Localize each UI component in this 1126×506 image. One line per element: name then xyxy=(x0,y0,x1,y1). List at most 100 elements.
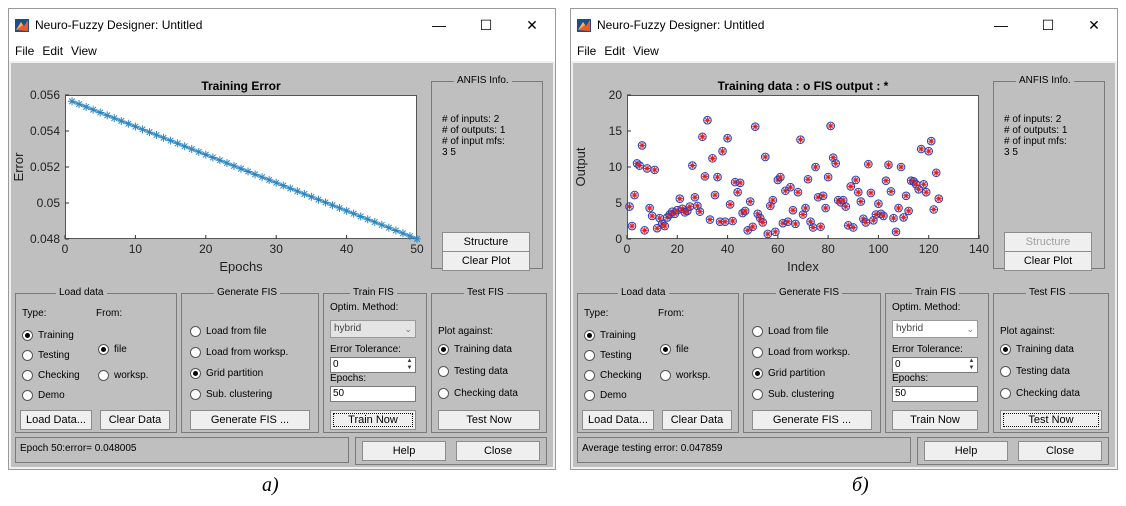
epochs-field[interactable]: 50 xyxy=(892,386,978,402)
maximize-button[interactable]: ☐ xyxy=(479,17,493,33)
structure-button[interactable]: Structure xyxy=(442,232,530,252)
radio-load-from-file[interactable]: Load from file xyxy=(752,326,829,338)
menu-edit[interactable]: Edit xyxy=(42,44,64,58)
training-data-point xyxy=(823,172,833,182)
radio-checking[interactable]: Checking xyxy=(584,370,642,382)
radio-label: Load from worksp. xyxy=(206,347,289,358)
optim-method-select[interactable]: hybrid ⌄ xyxy=(330,320,416,338)
train-fis-panel: Train FIS Optim. Method: hybrid ⌄ Error T… xyxy=(885,287,989,433)
fis-output-point xyxy=(749,223,756,230)
train-now-button[interactable]: Train Now xyxy=(892,410,978,430)
fis-output-point xyxy=(840,197,847,204)
radio-training-data[interactable]: Training data xyxy=(438,344,512,356)
minimize-button[interactable]: — xyxy=(432,17,446,33)
spinner-arrows-icon[interactable]: ▲ ▼ xyxy=(406,358,413,371)
radio-training[interactable]: Training xyxy=(584,330,636,342)
epochs-label: Epochs: xyxy=(892,373,929,384)
training-data-point xyxy=(884,160,893,170)
fis-output-point xyxy=(807,218,814,225)
radio-label: Load from file xyxy=(206,326,267,337)
fis-output-point xyxy=(860,215,867,222)
error-tolerance-field[interactable]: 0 ▲ ▼ xyxy=(892,357,978,373)
fis-output-point xyxy=(671,210,678,217)
train-now-button[interactable]: Train Now xyxy=(330,410,416,430)
help-button[interactable]: Help xyxy=(924,441,1008,461)
radio-sub-clustering[interactable]: Sub. clustering xyxy=(190,389,272,401)
menu-view[interactable]: View xyxy=(633,44,659,58)
x-tick-label: 30 xyxy=(270,242,284,256)
radio-testing[interactable]: Testing xyxy=(584,350,632,362)
structure-button[interactable]: Structure xyxy=(1004,232,1092,252)
radio-worksp[interactable]: worksp. xyxy=(660,370,710,382)
test-now-button[interactable]: Test Now xyxy=(1000,410,1102,430)
spinner-arrows-icon[interactable]: ▲ ▼ xyxy=(968,358,975,371)
training-data-point xyxy=(796,135,805,144)
menu-file[interactable]: File xyxy=(15,44,35,58)
training-data-point xyxy=(783,217,793,227)
fis-output-point xyxy=(636,162,643,169)
clear-plot-button[interactable]: Clear Plot xyxy=(1004,251,1092,271)
fis-output-point xyxy=(867,189,874,196)
help-button[interactable]: Help xyxy=(362,441,446,461)
radio-sub-clustering[interactable]: Sub. clustering xyxy=(752,389,834,401)
status-text: Epoch 50:error= 0.048005 xyxy=(15,437,349,463)
radio-testing[interactable]: Testing xyxy=(22,350,70,362)
radio-load-from-file[interactable]: Load from file xyxy=(190,326,267,338)
radio-dot xyxy=(190,368,201,379)
test-now-button[interactable]: Test Now xyxy=(438,410,540,430)
radio-demo[interactable]: Demo xyxy=(22,390,65,402)
close-window-button[interactable]: ✕ xyxy=(526,17,538,33)
fis-output-point xyxy=(857,198,864,205)
epochs-field[interactable]: 50 xyxy=(330,386,416,402)
menu-file[interactable]: File xyxy=(577,44,597,58)
y-tick-label: 10 xyxy=(609,160,623,174)
radio-testing-data[interactable]: Testing data xyxy=(438,366,508,378)
load-data-button[interactable]: Load Data... xyxy=(582,410,654,430)
generate-fis-button[interactable]: Generate FIS ... xyxy=(752,410,872,430)
menu-edit[interactable]: Edit xyxy=(604,44,626,58)
error-point xyxy=(103,111,112,120)
radio-demo[interactable]: Demo xyxy=(584,390,627,402)
clear-data-button[interactable]: Clear Data xyxy=(100,410,170,430)
minimize-button[interactable]: — xyxy=(994,17,1008,33)
close-button[interactable]: Close xyxy=(456,441,540,461)
error-point xyxy=(145,128,154,137)
close-button[interactable]: Close xyxy=(1018,441,1102,461)
optim-method-select[interactable]: hybrid ⌄ xyxy=(892,320,978,338)
error-point xyxy=(131,122,140,131)
fis-output-point xyxy=(686,203,693,210)
load-data-button[interactable]: Load Data... xyxy=(20,410,92,430)
error-point xyxy=(335,204,344,213)
radio-file[interactable]: file xyxy=(660,344,689,356)
radio-load-from-worksp[interactable]: Load from worksp. xyxy=(190,347,288,359)
radio-worksp[interactable]: worksp. xyxy=(98,370,148,382)
clear-plot-button[interactable]: Clear Plot xyxy=(442,251,530,271)
error-tolerance-field[interactable]: 0 ▲ ▼ xyxy=(330,357,416,373)
radio-training[interactable]: Training xyxy=(22,330,74,342)
error-point xyxy=(89,105,98,114)
radio-checking-data[interactable]: Checking data xyxy=(438,388,518,400)
radio-checking-data[interactable]: Checking data xyxy=(1000,388,1080,400)
clear-data-button[interactable]: Clear Data xyxy=(662,410,732,430)
radio-grid-partition[interactable]: Grid partition xyxy=(752,368,825,380)
training-data-point xyxy=(725,200,735,209)
close-window-button[interactable]: ✕ xyxy=(1088,17,1100,33)
test-fis-panel: Test FIS Plot against: Training data Tes… xyxy=(431,287,547,433)
fis-output-point xyxy=(744,227,751,234)
fis-output-point xyxy=(862,219,869,226)
generate-fis-button[interactable]: Generate FIS ... xyxy=(190,410,310,430)
radio-grid-partition[interactable]: Grid partition xyxy=(190,368,263,380)
radio-file[interactable]: file xyxy=(98,344,127,356)
radio-testing-data[interactable]: Testing data xyxy=(1000,366,1070,378)
radio-training-data[interactable]: Training data xyxy=(1000,344,1074,356)
radio-dot xyxy=(752,347,763,358)
y-tick-label: 0 xyxy=(615,232,622,246)
training-data-point xyxy=(929,205,939,214)
maximize-button[interactable]: ☐ xyxy=(1041,17,1055,33)
error-point xyxy=(356,212,365,221)
radio-load-from-worksp[interactable]: Load from worksp. xyxy=(752,347,850,359)
x-tick-label: 140 xyxy=(969,242,989,256)
training-data-point xyxy=(806,217,815,227)
radio-checking[interactable]: Checking xyxy=(22,370,80,382)
menu-view[interactable]: View xyxy=(71,44,97,58)
